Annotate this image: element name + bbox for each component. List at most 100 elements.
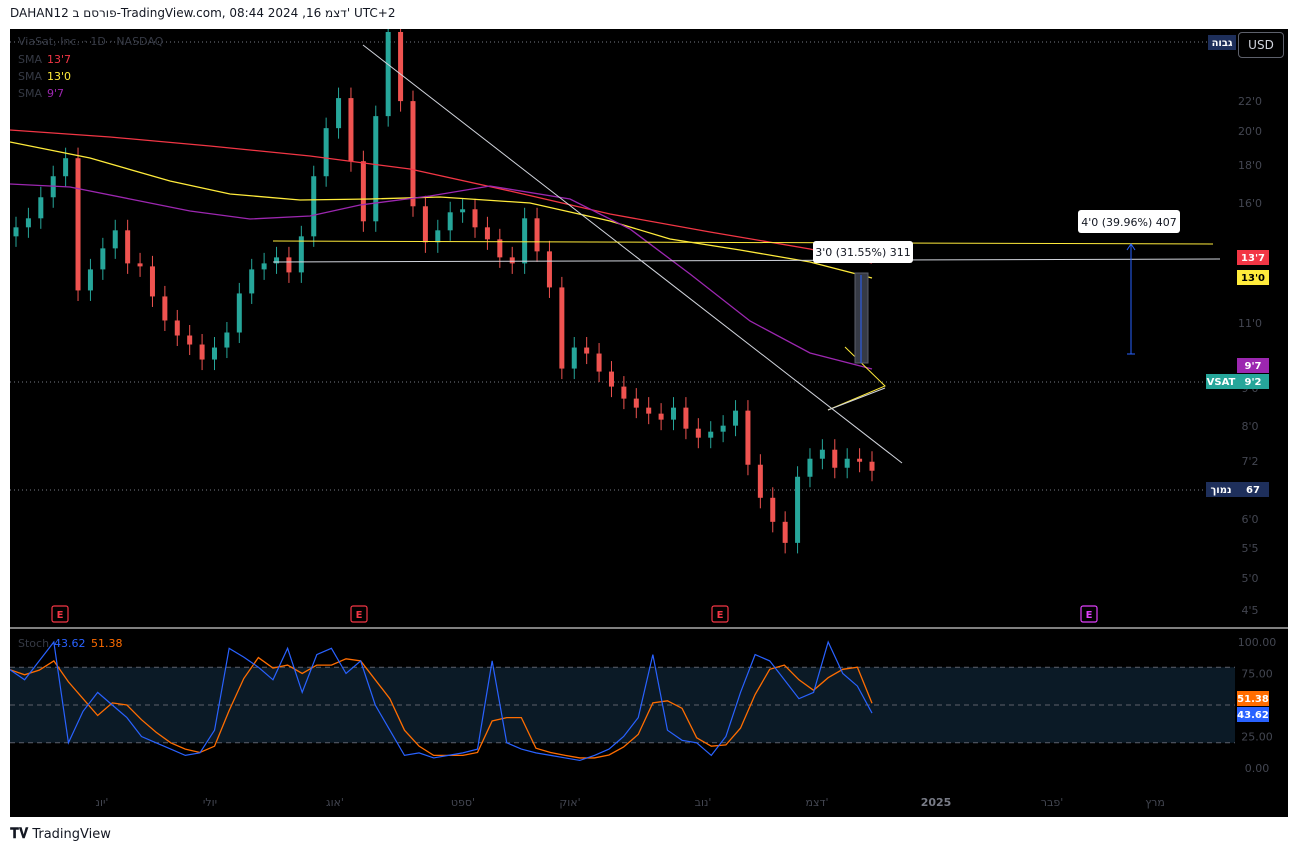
candle-body xyxy=(844,458,850,468)
earnings-icon-label: E xyxy=(1086,610,1093,621)
candle xyxy=(509,246,515,274)
candle xyxy=(484,216,490,250)
high-label-text: גבוה xyxy=(1212,38,1233,49)
price-axis-tick: 4'5 xyxy=(1241,604,1258,617)
candle-body xyxy=(720,425,726,432)
earnings-icon-label: E xyxy=(57,610,64,621)
time-axis-tick: ספט' xyxy=(451,796,475,809)
chart-svg[interactable]: 3'0 (31.55%) 311 4'0 (39.96%) 407 ViaSat, … xyxy=(10,29,1288,817)
candle xyxy=(733,400,739,437)
candle xyxy=(522,207,528,274)
candle xyxy=(608,361,614,398)
candle xyxy=(385,29,391,127)
stoch-k-badge-text: 43.62 xyxy=(1237,710,1269,721)
time-axis-tick: אוג' xyxy=(326,796,344,809)
candle xyxy=(348,87,354,172)
candle-body xyxy=(559,287,565,369)
candle-body xyxy=(174,320,180,336)
low-value-badge xyxy=(1237,482,1269,497)
earnings-icon-label: E xyxy=(356,610,363,621)
sma-line-yellow xyxy=(10,141,873,279)
price-badge xyxy=(1237,250,1269,265)
price-axis-tick: 22'0 xyxy=(1238,95,1262,108)
stoch-legend-name: Stoch xyxy=(18,637,49,650)
candle xyxy=(261,252,267,280)
price-badge-text: 9'7 xyxy=(1245,361,1262,372)
candle xyxy=(422,195,428,253)
candle-body xyxy=(584,347,590,354)
candle xyxy=(534,207,540,262)
earnings-icon xyxy=(711,605,729,623)
price-axis-tick: 6'0 xyxy=(1241,513,1258,526)
candle xyxy=(125,219,131,274)
candle xyxy=(249,258,255,304)
candle-body xyxy=(323,128,329,177)
candle xyxy=(435,219,441,253)
candle-body xyxy=(807,458,813,477)
measure-arrow-2-head xyxy=(1126,243,1136,251)
time-axis-tick: אוק' xyxy=(559,796,580,809)
candle xyxy=(236,282,242,344)
candle xyxy=(13,216,19,247)
candle xyxy=(571,337,577,380)
time-axis-tick: פבר' xyxy=(1041,796,1063,809)
candle-body xyxy=(87,269,93,291)
candle-body xyxy=(782,521,788,543)
price-axis-tick: 20'0 xyxy=(1238,125,1262,138)
candle-body xyxy=(534,218,540,252)
measure-label-1: 3'0 (31.55%) 311 xyxy=(815,246,911,259)
earnings-icon xyxy=(350,605,368,623)
price-badge xyxy=(1237,358,1269,373)
chart-container[interactable]: 3'0 (31.55%) 311 4'0 (39.96%) 407 ViaSat, … xyxy=(10,29,1288,817)
candle-body xyxy=(274,257,280,264)
price-axis-tick: 5'0 xyxy=(1241,572,1258,585)
candle-body xyxy=(410,101,416,207)
candle-body xyxy=(795,476,801,543)
candle xyxy=(112,219,118,259)
candle xyxy=(211,337,217,371)
candle-body xyxy=(671,407,677,420)
low-label-text: נמוך xyxy=(1211,485,1232,496)
candle xyxy=(149,255,155,307)
price-axis-tick: 18'0 xyxy=(1238,159,1262,172)
candle xyxy=(497,228,503,268)
candle xyxy=(137,252,143,277)
candle xyxy=(174,309,180,347)
horizontal-line-white xyxy=(272,258,1221,263)
candle xyxy=(38,186,44,229)
price-axis-tick: 16'0 xyxy=(1238,197,1262,210)
candle-body xyxy=(398,31,404,102)
price-axis-tick: 7'2 xyxy=(1241,455,1258,468)
high-label-badge xyxy=(1208,35,1236,50)
candle xyxy=(757,454,763,509)
currency-button[interactable]: USD xyxy=(1238,32,1284,58)
time-axis-tick: יולי xyxy=(203,796,217,809)
low-label-badge xyxy=(1206,482,1237,497)
time-axis-tick: יונ' xyxy=(96,796,109,809)
candle-body xyxy=(149,266,155,297)
stoch-axis-tick: 0.00 xyxy=(1245,762,1270,775)
sma-legend-name: SMA xyxy=(18,70,42,83)
candle-body xyxy=(646,407,652,414)
candle-body xyxy=(695,428,701,438)
sma-legend-value: 13'0 xyxy=(47,70,71,83)
candle-body xyxy=(435,230,441,243)
candle xyxy=(596,343,602,383)
symbol-legend: ViaSat, Inc. · 1D · NASDAQ xyxy=(18,35,164,48)
candle xyxy=(298,225,304,283)
candle xyxy=(621,376,627,410)
candle xyxy=(819,439,825,470)
candle xyxy=(100,237,106,280)
candle-body xyxy=(286,257,292,273)
candle xyxy=(373,105,379,232)
stoch-axis-tick: 100.00 xyxy=(1238,636,1277,649)
candle xyxy=(410,90,416,217)
candle-body xyxy=(869,461,875,471)
triangle-support xyxy=(827,387,886,411)
time-axis-tick: נוב' xyxy=(695,796,712,809)
stoch-k-badge xyxy=(1237,707,1269,722)
candle-body xyxy=(224,332,230,348)
price-badge-text: 13'7 xyxy=(1241,253,1265,264)
candle-body xyxy=(261,263,267,270)
candle-body xyxy=(832,449,838,468)
